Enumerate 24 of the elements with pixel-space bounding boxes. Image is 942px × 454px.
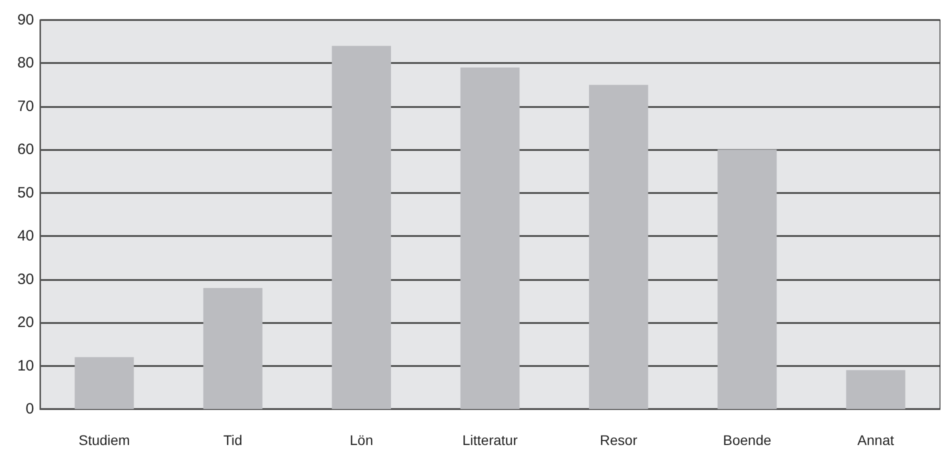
x-tick-label: Studiem [78, 432, 130, 448]
x-tick-label: Litteratur [462, 432, 518, 448]
x-tick-label: Resor [600, 432, 638, 448]
y-tick-label: 50 [17, 184, 34, 202]
y-tick-label: 30 [17, 270, 34, 288]
bar [718, 150, 777, 409]
x-tick-label: Boende [723, 432, 772, 448]
bar [846, 370, 906, 409]
y-tick-label: 60 [17, 141, 34, 158]
bar [74, 357, 134, 409]
y-tick-label: 20 [17, 314, 34, 332]
y-tick-label: 80 [17, 54, 34, 72]
x-tick-label: Annat [857, 432, 894, 448]
bar [589, 84, 648, 409]
y-tick-label: 10 [17, 357, 34, 374]
bar [460, 68, 520, 409]
x-tick-label: Lön [350, 432, 374, 448]
y-tick-label: 40 [17, 228, 34, 245]
x-tick-label: Tid [223, 432, 242, 448]
y-tick-label: 90 [17, 12, 34, 28]
y-tick-label: 70 [17, 98, 34, 115]
bar [203, 288, 262, 409]
bar [332, 46, 391, 409]
y-tick-label: 0 [26, 400, 34, 418]
